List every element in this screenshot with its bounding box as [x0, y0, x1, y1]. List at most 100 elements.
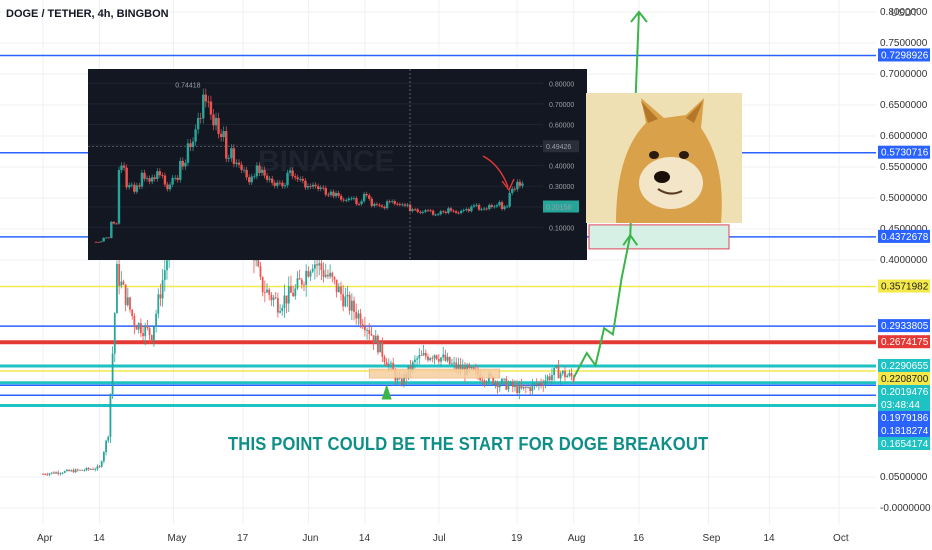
- inset-candle: [145, 178, 149, 180]
- y-tick-label: -0.0000000: [880, 503, 931, 514]
- candle-body: [118, 263, 121, 286]
- candle-body: [453, 362, 455, 364]
- candle-body: [279, 311, 281, 313]
- inset-candle: [311, 184, 315, 187]
- inset-candle: [97, 241, 100, 243]
- candle-body: [76, 469, 79, 471]
- candle-body: [535, 383, 538, 385]
- candle-body: [461, 366, 464, 370]
- candle-body: [324, 274, 327, 277]
- inset-candle: [403, 204, 407, 206]
- inset-candle: [283, 185, 287, 187]
- inset-candle: [301, 178, 305, 181]
- candle-body: [364, 326, 366, 331]
- candle-body: [396, 377, 399, 381]
- candle-body: [305, 270, 308, 285]
- candle-body: [150, 335, 153, 341]
- candle-body: [531, 384, 534, 392]
- candle-body: [459, 364, 462, 370]
- candle-body: [381, 341, 384, 357]
- candle-body: [442, 354, 445, 358]
- inset-candle: [462, 210, 465, 211]
- inset-candle: [465, 209, 468, 211]
- highlight-zones: [368, 224, 730, 379]
- y-tick-label: 0.8000000: [880, 7, 928, 18]
- candle-body: [46, 474, 49, 476]
- candle-body: [551, 375, 553, 381]
- candle-body: [129, 297, 131, 310]
- candle-body: [292, 292, 295, 297]
- inset-candle: [365, 193, 368, 196]
- price-tag: [878, 145, 930, 159]
- candle-body: [520, 384, 523, 389]
- inset-candle: [240, 164, 243, 170]
- inset-candle: [222, 131, 225, 138]
- candle-body: [107, 436, 110, 441]
- inset-candle: [212, 114, 215, 126]
- inset-candle: [436, 214, 440, 216]
- doge-image: [586, 93, 742, 223]
- candle-body: [568, 373, 571, 376]
- candle-body: [418, 355, 421, 359]
- candle-body: [166, 260, 168, 271]
- inset-candle: [181, 160, 185, 167]
- x-tick-label: Jun: [302, 533, 318, 544]
- candle-body: [546, 376, 549, 381]
- inset-candle: [253, 176, 256, 178]
- x-tick-label: 14: [359, 533, 371, 544]
- inset-candle: [150, 177, 154, 182]
- candle-body: [44, 473, 47, 475]
- unit-label[interactable]: USDT: [891, 8, 918, 19]
- inset-candle: [513, 188, 516, 190]
- x-tick-label: Aug: [568, 533, 586, 544]
- candle-body: [446, 356, 449, 361]
- inset-tick-label: 0.10000: [549, 225, 574, 232]
- candle-body: [498, 384, 501, 388]
- inset-candle: [449, 208, 453, 211]
- inset-candle: [140, 172, 144, 187]
- candle-body: [346, 294, 349, 297]
- x-tick-label: 14: [94, 533, 106, 544]
- candle-body: [307, 270, 310, 277]
- price-tag: [878, 48, 930, 62]
- price-tag: [878, 384, 930, 398]
- inset-candle: [202, 94, 205, 119]
- price-tag-label: 0.5730716: [881, 148, 929, 159]
- price-tag: [878, 410, 930, 424]
- price-tag: [878, 436, 930, 450]
- inset-candle: [337, 192, 340, 196]
- inset-candle: [288, 170, 292, 173]
- inset-candle: [385, 201, 389, 209]
- inset-candle: [334, 192, 338, 197]
- x-tick-label: 17: [237, 533, 249, 544]
- candle-body: [103, 452, 105, 462]
- inset-candle: [370, 198, 373, 206]
- inset-candle: [133, 184, 136, 192]
- y-tick-label: 0.7500000: [880, 38, 928, 49]
- inset-candle: [105, 237, 108, 239]
- candle-body: [424, 352, 427, 357]
- price-tag: [878, 229, 930, 243]
- candle-body: [159, 294, 162, 299]
- inset-candle: [122, 165, 126, 168]
- inset-candle: [209, 101, 213, 115]
- candle-body: [87, 467, 90, 470]
- candle-body: [163, 270, 166, 281]
- x-tick-label: May: [168, 533, 187, 544]
- candle-body: [379, 341, 382, 353]
- candle-body: [155, 313, 157, 327]
- inset-candle: [250, 176, 253, 183]
- candle-body: [524, 386, 527, 388]
- inset-candle: [194, 129, 197, 142]
- inset-candle: [470, 206, 473, 212]
- inset-tick-label: 0.30000: [549, 184, 574, 191]
- inset-candle: [120, 165, 123, 170]
- inset-candle: [94, 241, 98, 243]
- inset-candle: [416, 209, 419, 212]
- inset-candle: [232, 148, 236, 164]
- inset-candle: [380, 205, 384, 207]
- candle-body: [390, 362, 392, 364]
- x-tick-label: 19: [511, 533, 523, 544]
- inset-candle: [143, 172, 146, 179]
